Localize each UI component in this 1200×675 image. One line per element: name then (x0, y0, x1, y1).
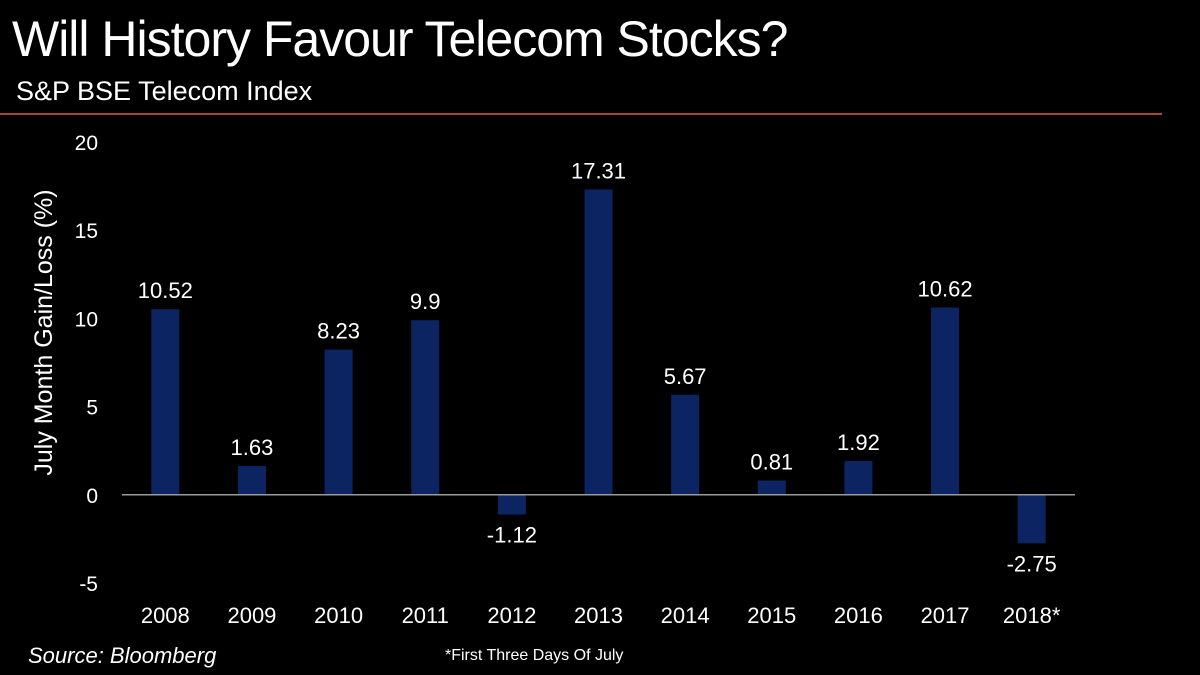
data-label: 9.9 (410, 289, 441, 314)
bar-2011 (411, 320, 440, 495)
x-tick-label: 2015 (747, 603, 796, 628)
data-label: -2.75 (1007, 551, 1057, 576)
bar-2010 (324, 349, 353, 495)
y-tick-label: 0 (86, 485, 98, 508)
data-label: 1.92 (837, 430, 880, 455)
x-tick-label: 2010 (314, 603, 363, 628)
data-label: 10.52 (138, 278, 193, 303)
x-tick-label: 2012 (487, 603, 536, 628)
y-axis-title-group: July Month Gain/Loss (%) (30, 189, 58, 475)
data-label: -1.12 (487, 523, 537, 548)
x-tick-label: 2013 (574, 603, 623, 628)
y-tick-label: 10 (75, 308, 98, 331)
bar-2012 (497, 494, 526, 515)
data-label: 17.31 (571, 158, 626, 183)
chart-title: Will History Favour Telecom Stocks? (12, 11, 788, 67)
x-tick-labels: 2008 2009 2010 2011 2012 2013 2014 2015 2016 2017… (141, 603, 1061, 628)
data-label: 10.62 (918, 276, 973, 301)
y-tick-label: -5 (79, 573, 98, 596)
x-tick-label: 2016 (834, 603, 883, 628)
bar-2014 (671, 394, 700, 495)
x-tick-label: 2014 (661, 603, 710, 628)
data-label: 0.81 (750, 450, 793, 475)
x-tick-label: 2017 (921, 603, 970, 628)
y-tick-label: 5 (86, 397, 98, 420)
x-tick-label: 2011 (402, 603, 449, 628)
x-tick-label: 2018* (1003, 603, 1061, 628)
y-tick-labels: -5 0 5 10 15 20 (75, 132, 98, 596)
title-divider (0, 113, 1162, 115)
x-tick-label: 2008 (141, 603, 190, 628)
bar-2013 (584, 189, 613, 495)
chart-subtitle: S&P BSE Telecom Index (16, 76, 313, 106)
data-label: 8.23 (317, 319, 360, 344)
x-tick-label: 2009 (227, 603, 276, 628)
footnote: *First Three Days Of July (445, 647, 624, 664)
bar-2018 (1017, 494, 1046, 544)
y-tick-label: 15 (75, 220, 98, 243)
bar-2008 (151, 309, 180, 495)
y-axis-title: July Month Gain/Loss (%) (30, 189, 58, 475)
bar-2015 (757, 480, 786, 495)
data-labels: 10.52 1.63 8.23 9.9 -1.12 17.31 5.67 0.81 1.92 10… (138, 158, 1057, 576)
bar-2017 (931, 307, 960, 495)
y-tick-label: 20 (75, 132, 98, 155)
bars (151, 189, 1046, 544)
data-label: 1.63 (231, 435, 274, 460)
bar-2009 (237, 466, 266, 495)
data-label: 5.67 (664, 364, 707, 389)
source-note: Source: Bloomberg (28, 643, 217, 668)
bar-2016 (844, 460, 873, 495)
